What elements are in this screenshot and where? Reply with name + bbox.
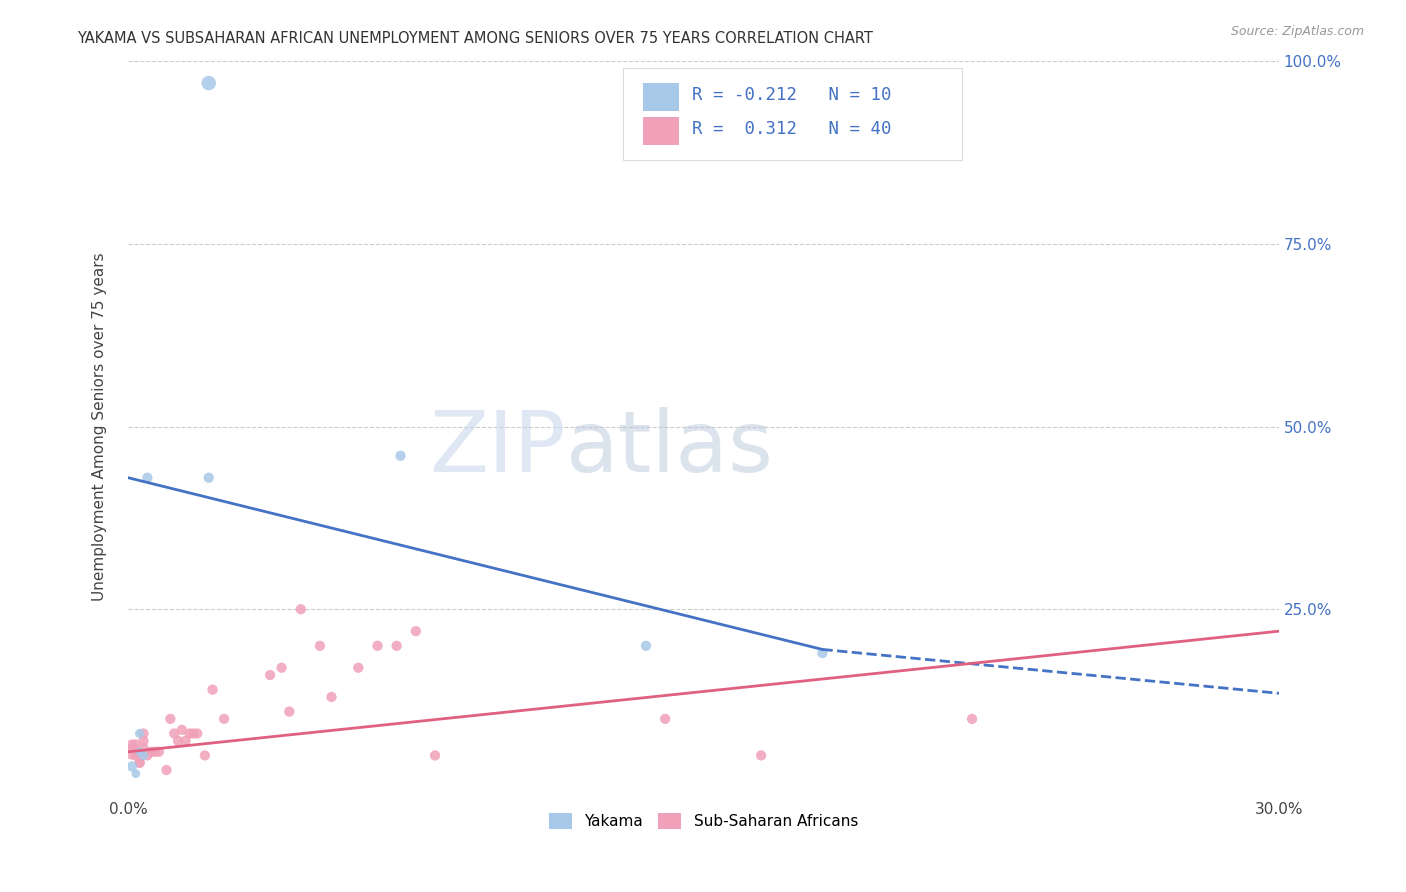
Point <box>259 668 281 682</box>
Point <box>186 726 208 740</box>
Point <box>290 602 312 616</box>
Point <box>128 726 150 740</box>
Point <box>278 705 301 719</box>
Point <box>121 745 143 759</box>
FancyBboxPatch shape <box>643 118 679 145</box>
Point <box>197 76 219 90</box>
Point <box>423 748 446 763</box>
Point <box>174 733 197 747</box>
Point <box>136 471 159 485</box>
Point <box>749 748 772 763</box>
Point <box>132 748 155 763</box>
Point <box>197 471 219 485</box>
Point <box>654 712 676 726</box>
Point <box>155 763 177 777</box>
Text: atlas: atlas <box>565 407 773 490</box>
Point <box>143 745 166 759</box>
FancyBboxPatch shape <box>643 83 679 111</box>
Point <box>167 733 190 747</box>
Legend: Yakama, Sub-Saharan Africans: Yakama, Sub-Saharan Africans <box>543 807 865 836</box>
Text: YAKAMA VS SUBSAHARAN AFRICAN UNEMPLOYMENT AMONG SENIORS OVER 75 YEARS CORRELATIO: YAKAMA VS SUBSAHARAN AFRICAN UNEMPLOYMEN… <box>77 31 873 46</box>
Point <box>128 756 150 770</box>
Text: R =  0.312   N = 40: R = 0.312 N = 40 <box>692 120 891 137</box>
Point <box>121 738 143 752</box>
Point <box>634 639 657 653</box>
Point <box>163 726 186 740</box>
Point <box>128 745 150 759</box>
Point <box>125 766 148 780</box>
Point <box>128 756 150 770</box>
Point <box>270 661 292 675</box>
Point <box>125 738 148 752</box>
Y-axis label: Unemployment Among Seniors over 75 years: Unemployment Among Seniors over 75 years <box>93 252 107 601</box>
Text: Source: ZipAtlas.com: Source: ZipAtlas.com <box>1230 25 1364 38</box>
Point <box>385 639 408 653</box>
Point <box>170 723 193 737</box>
Point <box>960 712 983 726</box>
Point <box>141 745 163 759</box>
Point <box>121 759 143 773</box>
Point <box>201 682 224 697</box>
Point <box>159 712 181 726</box>
Point <box>321 690 343 704</box>
Point <box>212 712 235 726</box>
Point <box>347 661 370 675</box>
FancyBboxPatch shape <box>623 69 963 160</box>
Point <box>405 624 427 639</box>
Point <box>136 748 159 763</box>
Point <box>183 726 205 740</box>
Point <box>179 726 201 740</box>
Text: R = -0.212   N = 10: R = -0.212 N = 10 <box>692 86 891 104</box>
Point <box>148 745 170 759</box>
Point <box>125 748 148 763</box>
Point <box>128 745 150 759</box>
Point <box>366 639 388 653</box>
Point <box>132 733 155 747</box>
Point <box>309 639 332 653</box>
Point <box>194 748 217 763</box>
Point <box>389 449 412 463</box>
Point <box>132 726 155 740</box>
Point <box>811 646 834 660</box>
Text: ZIP: ZIP <box>429 407 565 490</box>
Point <box>132 741 155 756</box>
